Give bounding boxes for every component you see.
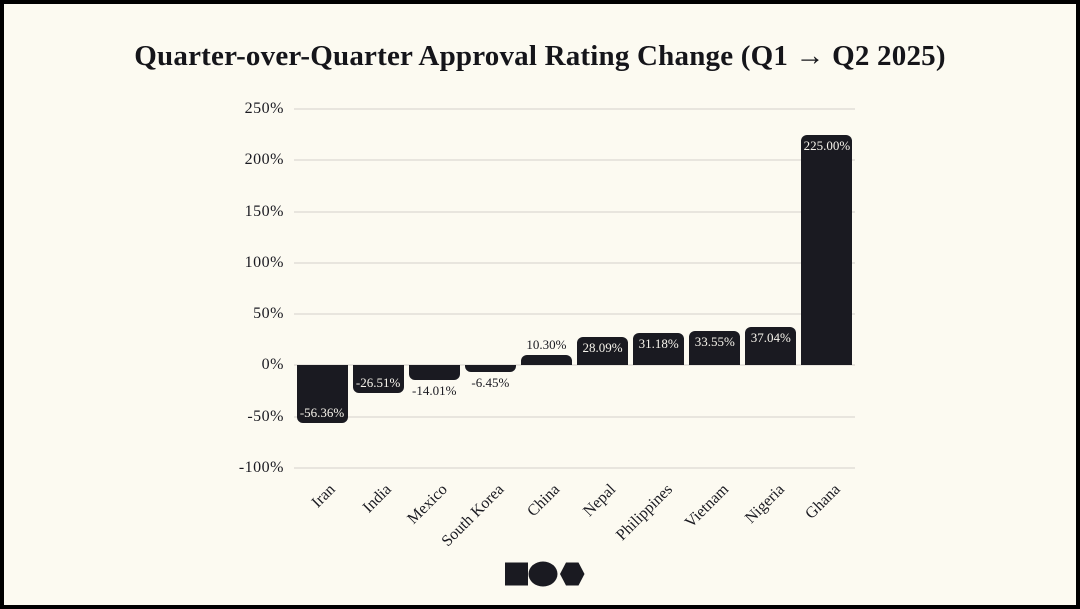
gridline — [294, 108, 855, 110]
bar-chart-plot-area: 250% 200% 150% 100% 50% 0% -50% -100% -56.36% Ira… — [4, 4, 1076, 605]
bar-china — [520, 354, 572, 366]
x-axis-category-label: China — [524, 481, 564, 521]
bar-value-label: 225.00% — [803, 137, 851, 153]
bar-iran — [296, 365, 348, 424]
y-axis-tick-label: 50% — [253, 305, 284, 323]
x-axis-category-label: Iran — [308, 481, 340, 512]
x-axis-category-label: Mexico — [404, 481, 452, 528]
bar-nigeria — [745, 327, 797, 366]
bar-value-label: 10.30% — [526, 336, 567, 352]
bar-value-label: -26.51% — [355, 374, 401, 390]
x-axis-category-label: Nepal — [580, 481, 620, 521]
gridline — [294, 159, 855, 162]
y-axis-tick-label: 150% — [244, 202, 284, 220]
bar-philippines — [633, 333, 685, 366]
bar-mexico — [408, 365, 460, 380]
y-axis-tick-label: 200% — [244, 151, 284, 169]
y-axis-tick-label: -50% — [247, 407, 284, 425]
bar-vietnam — [689, 331, 741, 366]
logo-circle-icon — [528, 561, 558, 587]
bar-value-label: 37.04% — [750, 330, 791, 346]
bar-value-label: -56.36% — [299, 405, 345, 421]
bar-value-label: -6.45% — [471, 375, 510, 391]
gridline — [294, 313, 855, 316]
bar-ghana — [801, 134, 853, 366]
y-axis-tick-label: -100% — [238, 459, 284, 476]
y-axis-tick-label: 250% — [244, 100, 284, 117]
x-axis-category-label: Nigeria — [741, 481, 788, 527]
bar-south-korea — [464, 365, 516, 373]
logo-square-icon — [505, 562, 528, 586]
bar-nepal — [577, 336, 629, 366]
gridline — [294, 210, 855, 213]
y-axis-tick-label: 0% — [261, 356, 284, 374]
x-axis-category-label: Ghana — [802, 481, 844, 523]
bar-value-label: 31.18% — [638, 336, 679, 352]
bar-value-label: 28.09% — [582, 339, 623, 355]
bar-value-label: -14.01% — [412, 382, 457, 398]
bar-india — [352, 365, 404, 393]
x-axis-category-label: Philippines — [612, 481, 676, 544]
bar-value-label: 33.55% — [694, 334, 735, 350]
gridline — [294, 364, 855, 367]
gridline — [294, 467, 855, 469]
gridline — [294, 261, 855, 264]
gridline — [294, 415, 855, 418]
logo-hexagon-icon — [560, 562, 585, 586]
x-axis-category-label: India — [359, 481, 396, 517]
x-axis-category-label: Vietnam — [681, 481, 732, 532]
y-axis-tick-label: 100% — [244, 253, 284, 271]
chart-title: Quarter-over-Quarter Approval Rating Cha… — [134, 40, 946, 72]
logo — [505, 561, 585, 587]
